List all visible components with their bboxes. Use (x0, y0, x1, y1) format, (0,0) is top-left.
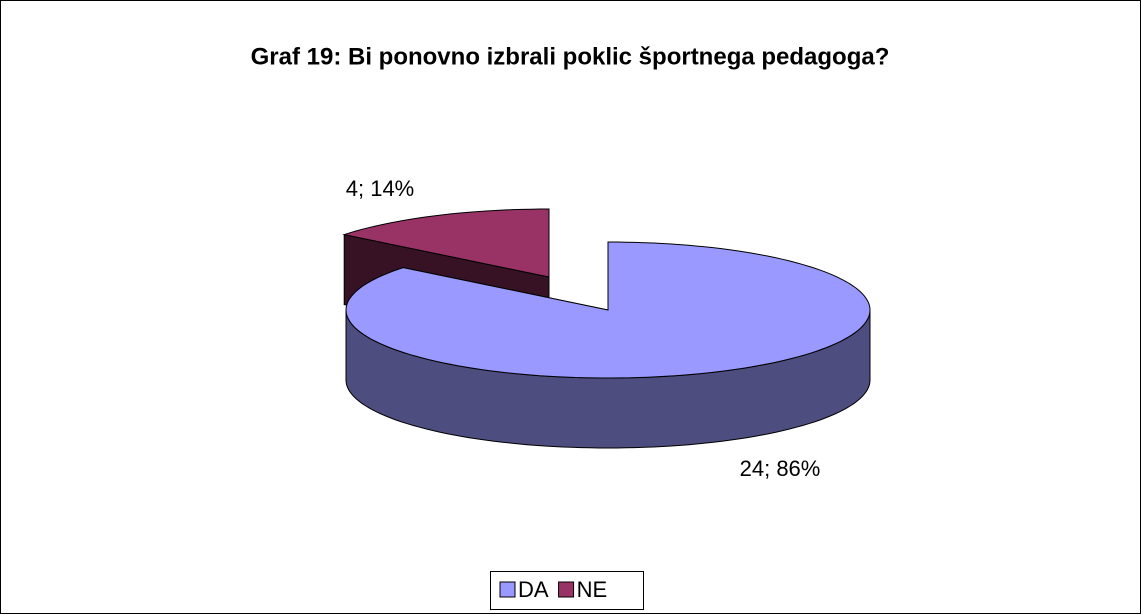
data-label: 4; 14% (346, 176, 415, 201)
pie-slice (345, 241, 871, 449)
legend-swatch (499, 581, 516, 598)
slice-top (345, 241, 871, 379)
legend: DA NE (490, 571, 644, 610)
chart-title: Graf 19: Bi ponovno izbrali poklic šport… (251, 43, 890, 70)
slice-top (342, 208, 550, 278)
legend-swatch (558, 581, 575, 598)
data-label: 24; 86% (740, 456, 821, 481)
legend-label: DA (518, 577, 549, 602)
legend-label: NE (577, 577, 608, 602)
